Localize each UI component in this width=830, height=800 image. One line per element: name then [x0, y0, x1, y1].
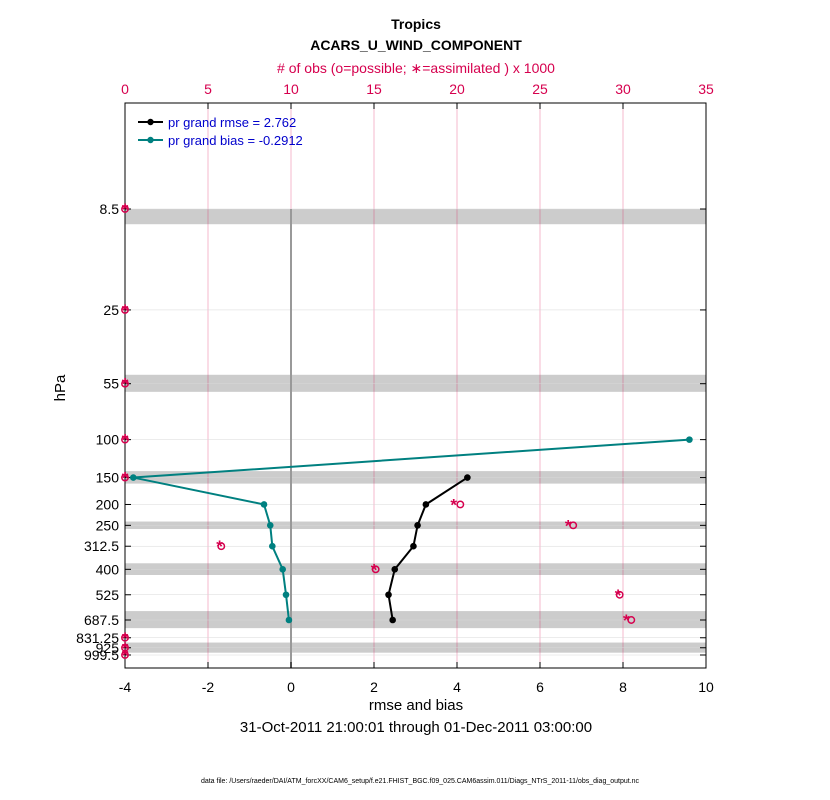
legend-rmse-label: pr grand rmse = 2.762: [168, 115, 296, 130]
top-tick-label: 30: [615, 81, 631, 97]
obs-possible-marker: [615, 590, 624, 599]
obs-assimilated-marker: *: [450, 495, 457, 514]
series-point-1: [285, 616, 293, 624]
bottom-tick-label: 6: [536, 679, 544, 695]
bottom-tick-label: 0: [287, 679, 295, 695]
obs-assimilated-marker: *: [122, 200, 129, 219]
obs-assimilated-marker: *: [216, 537, 223, 556]
obs-possible-marker: [121, 205, 129, 213]
obs-possible-marker: [121, 651, 129, 659]
series-point-1: [282, 591, 290, 599]
legend-bias-label: pr grand bias = -0.2912: [168, 133, 303, 148]
obs-possible-marker: [121, 473, 129, 482]
y-tick-label: 100: [96, 432, 120, 448]
legend-rmse-marker: [147, 118, 154, 126]
series-point-1: [269, 542, 276, 550]
chart-subtitle: ACARS_U_WIND_COMPONENT: [310, 37, 522, 53]
series-point-0: [391, 566, 399, 573]
y-tick-label: 55: [103, 376, 119, 392]
y-tick-label: 250: [96, 517, 120, 533]
obs-possible-marker: [121, 643, 129, 652]
top-tick-label: 35: [698, 81, 714, 97]
chart-title: Tropics: [391, 16, 441, 32]
obs-assimilated-marker: *: [615, 586, 622, 605]
series-point-0: [464, 474, 471, 481]
shaded-layer: [125, 611, 706, 629]
top-tick-label: 15: [366, 81, 382, 97]
series-line-1: [133, 438, 690, 621]
bottom-axis-tick-labels: -4 -2 0 2 4 6 8 10: [119, 679, 714, 695]
series-point-0: [422, 501, 430, 508]
date-range: 31-Oct-2011 21:00:01 through 01-Dec-2011…: [240, 719, 592, 736]
obs-possible-marker: [456, 500, 465, 509]
y-tick-label: 25: [103, 302, 119, 318]
bottom-tick-label: 4: [453, 679, 461, 695]
top-axis-label: # of obs (o=possible; ∗=assimilated ) x …: [277, 60, 555, 76]
series-point-1: [130, 474, 137, 481]
obs-assimilated-marker: *: [122, 301, 129, 320]
shaded-layer: [125, 374, 706, 392]
x-axis-label: rmse and bias: [369, 697, 463, 714]
obs-assimilated-marker: *: [565, 516, 572, 535]
obs-assimilated-marker: *: [371, 560, 378, 579]
y-axis-tick-labels: 8.5 25 55 100 150 200 250 312.5 400 525 687.5 831.2…: [76, 201, 119, 663]
y-tick-label: 925: [96, 640, 120, 656]
legend-bias-marker: [147, 136, 154, 144]
series-point-1: [279, 566, 287, 573]
series-point-1: [266, 522, 274, 529]
obs-possible-marker: [121, 633, 129, 642]
legend: pr grand rmse = 2.762 pr grand bias = -0…: [138, 115, 303, 148]
obs-count-markers: **************: [121, 200, 636, 665]
obs-assimilated-marker: *: [122, 646, 129, 665]
y-tick-label: 999.5: [84, 647, 119, 663]
top-axis-tick-labels: 0 5 10 15 20 25 30 35: [121, 81, 714, 97]
obs-possible-marker: [121, 379, 129, 388]
y-tick-label: 8.5: [100, 201, 120, 217]
obs-possible-marker: [569, 521, 578, 530]
series-point-0: [410, 542, 417, 550]
series-point-0: [385, 591, 392, 599]
obs-possible-marker: [627, 616, 636, 624]
bottom-tick-label: 2: [370, 679, 378, 695]
top-tick-label: 5: [204, 81, 212, 97]
obs-possible-marker: [217, 542, 226, 551]
y-tick-label: 200: [96, 496, 120, 512]
top-tick-label: 0: [121, 81, 129, 97]
y-tick-label: 400: [96, 561, 120, 577]
shaded-layer: [125, 209, 706, 225]
obs-possible-marker: [121, 305, 129, 314]
y-axis-label: hPa: [52, 374, 69, 401]
top-tick-label: 25: [532, 81, 548, 97]
obs-assimilated-marker: *: [122, 629, 129, 648]
obs-assimilated-marker: *: [122, 431, 129, 450]
series-point-1: [260, 501, 268, 508]
obs-assimilated-marker: *: [122, 639, 129, 658]
y-tick-label: 312.5: [84, 538, 119, 554]
y-tick-label: 687.5: [84, 612, 119, 628]
top-tick-label: 20: [449, 81, 465, 97]
series-lines: [130, 436, 693, 624]
series-point-0: [414, 522, 421, 529]
data-file-footnote: data file: /Users/raeder/DAI/ATM_forcXX/…: [201, 778, 640, 785]
obs-possible-marker: [121, 435, 129, 444]
y-tick-label: 525: [96, 587, 120, 603]
bottom-tick-label: 8: [619, 679, 627, 695]
bottom-tick-label: -4: [119, 679, 132, 695]
series-point-0: [389, 616, 396, 624]
bottom-tick-label: 10: [698, 679, 714, 695]
y-tick-label: 831.25: [76, 630, 119, 646]
top-tick-label: 10: [283, 81, 299, 97]
plot-frame: [124, 102, 707, 669]
obs-assimilated-marker: *: [122, 469, 129, 488]
obs-assimilated-marker: *: [623, 611, 630, 630]
series-point-1: [686, 436, 693, 443]
obs-assimilated-marker: *: [122, 375, 129, 394]
obs-possible-marker: [371, 565, 380, 574]
bottom-tick-label: -2: [202, 679, 215, 695]
y-tick-label: 150: [96, 470, 120, 486]
